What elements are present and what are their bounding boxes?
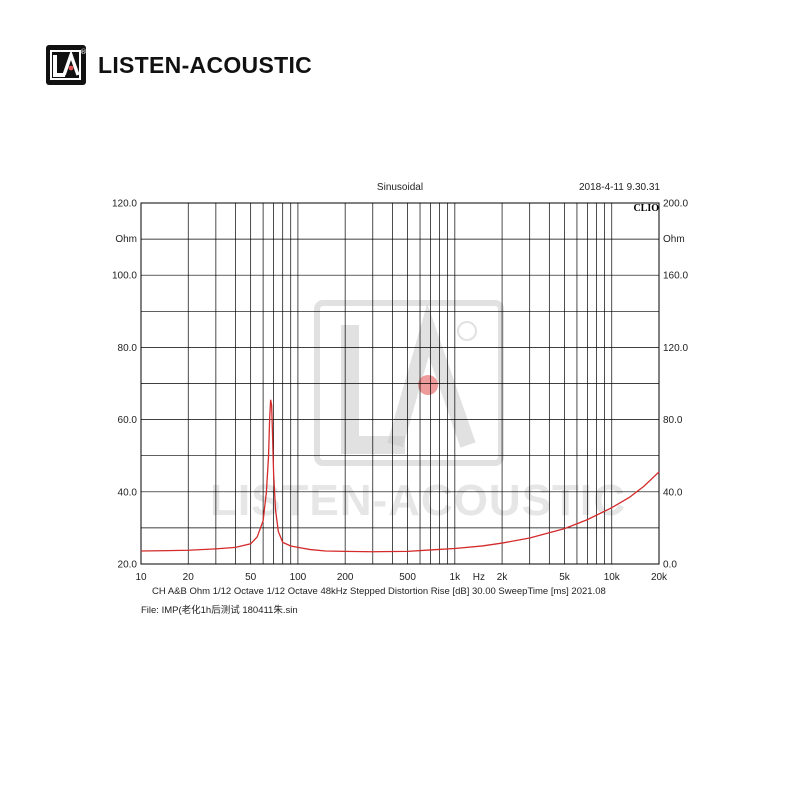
x-tick-label: 10	[135, 572, 147, 583]
chart-title: Sinusoidal	[377, 182, 423, 193]
x-tick-label: 20k	[651, 572, 668, 583]
x-tick-label: 50	[245, 572, 257, 583]
chart-axis-labels: 10 20 50 100 200 500 1k 2k 5k 10k 20k Hz 120.0 100.0 8…	[112, 199, 688, 584]
watermark-logo: LISTEN-ACOUSTIC	[210, 300, 626, 525]
watermark-dot	[418, 375, 438, 395]
impedance-curve	[140, 399, 660, 553]
x-tick-label: 10k	[604, 572, 621, 583]
y-left-tick-label: 60.0	[118, 415, 138, 426]
x-tick-label: 5k	[559, 572, 571, 583]
registered-mark: ®	[80, 48, 86, 56]
y-right-tick-label: 40.0	[663, 487, 683, 498]
x-tick-label: 500	[399, 572, 416, 583]
y-left-tick-label: 40.0	[118, 487, 138, 498]
watermark-registered-mark	[457, 321, 477, 341]
y-right-unit-label: Ohm	[663, 234, 685, 245]
watermark-letter-l	[341, 325, 405, 454]
y-right-tick-label: 120.0	[663, 343, 688, 354]
y-right-tick-label: 160.0	[663, 271, 688, 282]
file-name: File: IMP(老化1h后测试 180411朱.sin	[141, 605, 298, 616]
x-unit-label: Hz	[473, 572, 485, 583]
watermark-frame	[314, 300, 504, 466]
y-left-tick-label: 20.0	[118, 560, 138, 571]
brand-header: ® LISTEN-ACOUSTIC	[46, 45, 312, 85]
y-left-unit-label: Ohm	[115, 234, 137, 245]
x-tick-label: 20	[183, 572, 195, 583]
measurement-info: CH A&B Ohm 1/12 Octave 1/12 Octave 48kHz…	[152, 586, 606, 597]
chart-grid	[140, 202, 660, 565]
y-left-tick-label: 100.0	[112, 271, 137, 282]
clio-tag: CLIO	[633, 203, 659, 214]
x-tick-label: 200	[337, 572, 354, 583]
chart-timestamp: 2018-4-11 9.30.31	[579, 182, 660, 193]
y-left-tick-label: 120.0	[112, 199, 137, 210]
y-right-tick-label: 80.0	[663, 415, 683, 426]
y-right-tick-label: 0.0	[663, 560, 677, 571]
x-tick-label: 2k	[497, 572, 509, 583]
x-tick-label: 1k	[450, 572, 462, 583]
y-right-tick-label: 200.0	[663, 199, 688, 210]
brand-name: LISTEN-ACOUSTIC	[98, 51, 313, 78]
brand-logo-icon: ®	[46, 45, 87, 85]
y-left-tick-label: 80.0	[118, 343, 138, 354]
x-tick-label: 100	[290, 572, 307, 583]
watermark-text: LISTEN-ACOUSTIC	[210, 476, 626, 525]
